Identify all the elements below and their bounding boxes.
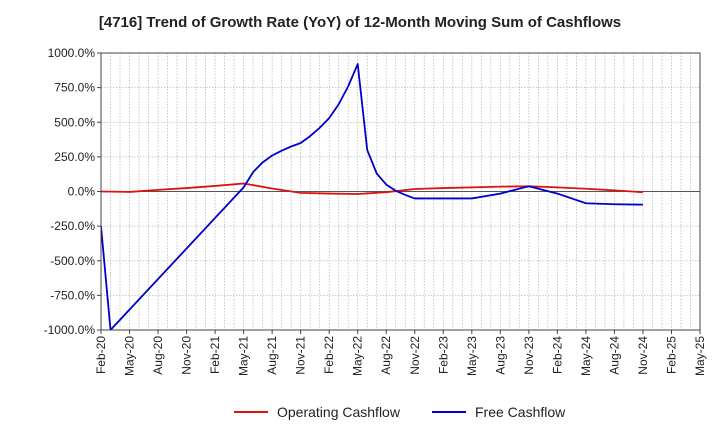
x-tick-label: May-25 bbox=[693, 336, 707, 376]
legend-swatch-free-cashflow bbox=[432, 411, 466, 413]
legend-swatch-operating-cashflow bbox=[234, 411, 268, 413]
y-tick-label: 1000.0% bbox=[48, 46, 96, 60]
legend-item-free-cashflow: Free Cashflow bbox=[432, 404, 565, 420]
y-tick-label: -250.0% bbox=[50, 219, 95, 233]
x-tick-label: Nov-22 bbox=[408, 336, 422, 375]
y-tick-label: -500.0% bbox=[50, 254, 95, 268]
legend-item-operating-cashflow: Operating Cashflow bbox=[234, 404, 400, 420]
x-tick-label: May-24 bbox=[579, 336, 593, 376]
x-tick-label: Nov-23 bbox=[522, 336, 536, 375]
x-tick-label: Aug-22 bbox=[379, 336, 393, 375]
x-tick-label: Aug-23 bbox=[493, 336, 507, 375]
x-tick-label: Feb-20 bbox=[94, 336, 108, 374]
legend: Operating Cashflow Free Cashflow bbox=[0, 404, 720, 428]
x-tick-label: Feb-24 bbox=[550, 336, 564, 374]
x-tick-label: Feb-23 bbox=[436, 336, 450, 374]
legend-label-free-cashflow: Free Cashflow bbox=[475, 404, 566, 420]
x-axis: Feb-20 May-20 Aug-20 Nov-20 Feb-21 May-21 Aug-… bbox=[94, 330, 707, 376]
y-axis: 1000.0% 750.0% 500.0% 250.0% 0.0% -250.0% -500… bbox=[44, 46, 101, 337]
series-line-operating-cashflow bbox=[101, 182, 644, 195]
series-layer bbox=[101, 63, 644, 330]
x-tick-label: May-22 bbox=[351, 336, 365, 376]
y-tick-label: 750.0% bbox=[54, 81, 95, 95]
x-tick-label: Nov-24 bbox=[636, 336, 650, 375]
x-tick-label: Aug-24 bbox=[607, 336, 621, 375]
x-tick-label: May-20 bbox=[123, 336, 137, 376]
x-tick-label: Feb-25 bbox=[664, 336, 678, 374]
x-tick-label: Feb-22 bbox=[322, 336, 336, 374]
x-tick-label: Feb-21 bbox=[208, 336, 222, 374]
y-tick-label: -750.0% bbox=[50, 288, 95, 302]
x-tick-label: Nov-20 bbox=[180, 336, 194, 375]
x-tick-label: May-21 bbox=[237, 336, 251, 376]
y-tick-label: 500.0% bbox=[54, 115, 95, 129]
x-tick-label: Nov-21 bbox=[294, 336, 308, 375]
y-tick-label: 250.0% bbox=[54, 150, 95, 164]
y-tick-label: 0.0% bbox=[68, 185, 96, 199]
y-tick-label: -1000.0% bbox=[44, 323, 96, 337]
x-tick-label: Aug-20 bbox=[151, 336, 165, 375]
chart-title: [4716] Trend of Growth Rate (YoY) of 12-… bbox=[98, 14, 622, 31]
legend-label-operating-cashflow: Operating Cashflow bbox=[277, 404, 400, 420]
x-tick-label: Aug-21 bbox=[265, 336, 279, 375]
x-tick-label: May-23 bbox=[465, 336, 479, 376]
series-line-free-cashflow bbox=[101, 63, 643, 330]
